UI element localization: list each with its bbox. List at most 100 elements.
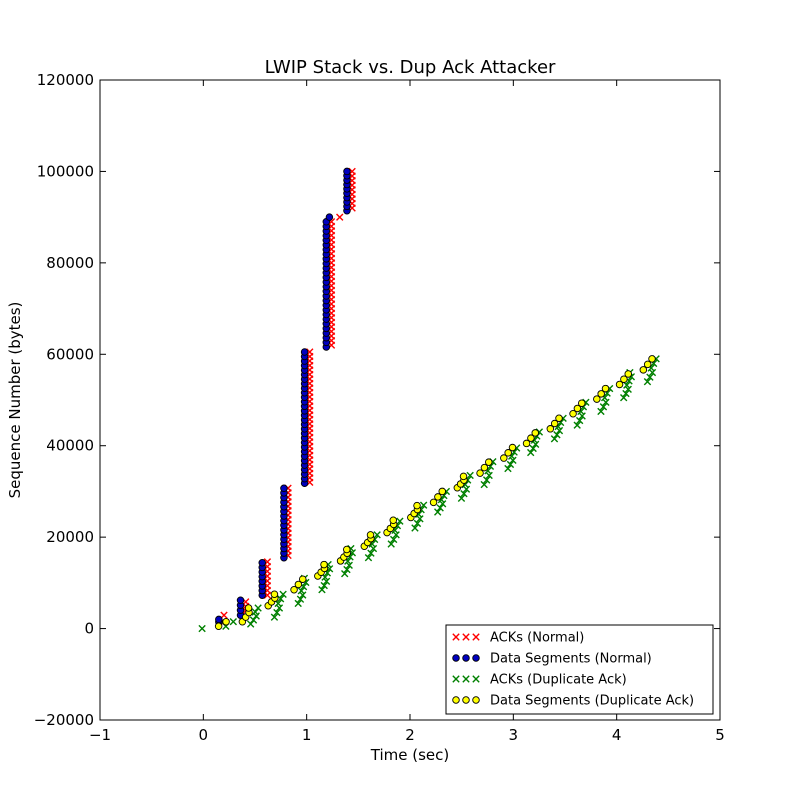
- segment-point: [480, 463, 489, 472]
- segment-point: [639, 366, 648, 374]
- y-tick-label: 100000: [37, 162, 94, 180]
- segment-point: [343, 545, 351, 554]
- segment-point: [555, 414, 563, 423]
- ack-point: [299, 591, 307, 599]
- segment-point: [459, 472, 468, 481]
- segment-point: [300, 348, 309, 356]
- ack-point: [396, 517, 404, 525]
- data-marks: [198, 167, 660, 633]
- ack-point: [504, 464, 512, 473]
- y-tick-label: 120000: [37, 71, 94, 89]
- segment-point: [236, 596, 245, 604]
- segment-point: [577, 399, 586, 407]
- ack-point: [296, 595, 305, 603]
- legend-marker: [452, 696, 460, 704]
- segment-point: [550, 419, 559, 428]
- legend-marker: [472, 633, 480, 641]
- ack-point: [436, 504, 444, 512]
- ack-point: [411, 524, 419, 532]
- y-tick-label: 40000: [46, 437, 94, 455]
- ack-point: [322, 577, 331, 586]
- ack-point: [254, 604, 262, 612]
- segment-point: [366, 531, 375, 539]
- legend-label: Data Segments (Normal): [490, 652, 652, 667]
- ack-point: [550, 435, 559, 443]
- x-tick-label: 1: [302, 726, 312, 744]
- ack-point: [229, 618, 237, 626]
- legend-entry: ACKs (Normal): [452, 631, 584, 646]
- legend-label: Data Segments (Duplicate Ack): [490, 694, 694, 709]
- legend-marker: [472, 675, 480, 683]
- segment-point: [508, 443, 517, 452]
- segment-point: [476, 469, 484, 477]
- segment-point: [648, 355, 656, 363]
- ack-point: [529, 444, 537, 453]
- ack-point: [297, 587, 305, 595]
- chart-title: LWIP Stack vs. Dup Ack Attacker: [265, 57, 556, 78]
- segment-point: [573, 404, 582, 413]
- y-axis-label: Sequence Number (bytes): [6, 302, 24, 499]
- ack-point: [373, 531, 381, 539]
- y-tick-label: −20000: [34, 711, 94, 729]
- legend-entry: Data Segments (Duplicate Ack): [452, 694, 694, 709]
- ack-point: [433, 508, 442, 516]
- ack-point: [276, 595, 285, 603]
- segment-point: [546, 425, 555, 433]
- segment-point: [270, 590, 279, 599]
- legend-box: [445, 624, 714, 715]
- segment-point: [429, 498, 438, 507]
- ack-point: [318, 586, 326, 594]
- y-tick-label: 80000: [46, 254, 94, 272]
- segment-point: [325, 213, 334, 221]
- segment-point: [244, 604, 253, 612]
- segment-point: [615, 380, 624, 389]
- ack-point: [466, 471, 474, 480]
- legend-marker: [472, 696, 480, 704]
- segment-point: [222, 617, 230, 626]
- segment-point: [620, 375, 628, 383]
- ack-point: [573, 421, 581, 429]
- legend-marker: [462, 696, 470, 704]
- x-axis-label: Time (sec): [370, 746, 449, 764]
- segment-point: [438, 487, 446, 496]
- segment-point: [413, 501, 421, 510]
- segment-point: [601, 384, 610, 393]
- y-tick-label: 20000: [46, 528, 94, 546]
- segment-point: [569, 409, 577, 418]
- segment-point: [531, 429, 539, 437]
- axes: −1 0 1 2 3 4 5 −20000 0 20000 40000 60000 80000 10000…: [34, 71, 725, 744]
- ack-point: [622, 389, 630, 398]
- ack-point: [619, 394, 628, 402]
- ack-point: [294, 599, 302, 608]
- ack-point: [279, 590, 287, 598]
- segment-point: [624, 370, 632, 378]
- ack-point: [438, 500, 447, 508]
- ack-point: [624, 385, 632, 394]
- ack-point: [273, 608, 281, 617]
- ack-point: [460, 490, 468, 498]
- segment-point: [389, 516, 398, 524]
- segment-point: [522, 439, 531, 448]
- legend-entry: ACKs (Duplicate Ack): [452, 673, 627, 688]
- segment-point: [484, 458, 493, 466]
- ack-point: [413, 519, 422, 528]
- ack-point: [555, 426, 564, 435]
- ack-point: [387, 540, 395, 548]
- segment-point: [593, 395, 601, 403]
- ack-point: [320, 581, 328, 590]
- ack-point: [345, 561, 353, 570]
- series-2: [215, 167, 351, 626]
- ack-point: [575, 416, 584, 425]
- legend-marker: [462, 675, 470, 683]
- segment-point: [320, 560, 328, 569]
- segment-point: [643, 360, 652, 369]
- legend-marker: [452, 654, 460, 662]
- ack-point: [270, 613, 279, 621]
- ack-point: [198, 624, 206, 633]
- ack-point: [336, 213, 344, 221]
- ack-point: [623, 381, 631, 389]
- legend-marker: [462, 633, 470, 641]
- ack-point: [251, 608, 260, 616]
- x-tick-label: −1: [89, 726, 111, 744]
